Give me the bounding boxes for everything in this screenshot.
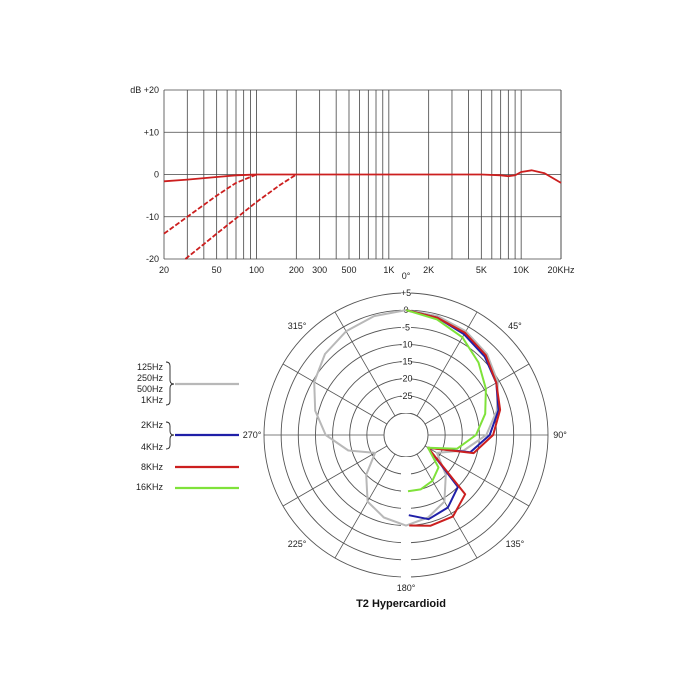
radial-tick-label: -15 (399, 357, 412, 367)
legend-label: 16KHz (136, 482, 164, 492)
frequency-series-line-1 (163, 169, 562, 184)
radial-tick-label: -5 (402, 322, 410, 332)
polar-bottom-strip (401, 457, 411, 579)
radial-tick-label: +5 (401, 288, 411, 298)
polar-spoke (282, 363, 388, 425)
x-tick-label: 1K (383, 265, 394, 275)
polar-series-line-1 (313, 309, 499, 527)
frequency-series-line-2 (163, 173, 257, 235)
polar-spoke (416, 311, 478, 417)
radial-tick-label: -20 (399, 374, 412, 384)
x-tick-label: 100 (249, 265, 264, 275)
y-tick-label: +10 (144, 127, 159, 137)
legend-brace (165, 361, 175, 406)
polar-series-line-2 (405, 309, 500, 521)
angle-label: 90° (553, 430, 567, 440)
figure-caption: T2 Hypercardioid (356, 598, 446, 610)
polar-spoke (334, 453, 396, 559)
legend-label: 1KHz (141, 395, 164, 405)
polar-spoke (424, 445, 530, 507)
angle-label: 315° (288, 321, 307, 331)
polar-spoke (282, 445, 388, 507)
x-tick-label: 20 (159, 265, 169, 275)
x-tick-label: 300 (312, 265, 327, 275)
angle-label: 135° (506, 539, 525, 549)
y-tick-label: -20 (146, 254, 159, 264)
polar-series-line-3 (405, 309, 502, 527)
polar-spoke (416, 453, 478, 559)
angle-label: 270° (243, 430, 262, 440)
x-tick-label: 10K (513, 265, 529, 275)
polar-spoke (334, 311, 396, 417)
legend-label: 2KHz (141, 420, 164, 430)
polar-label-strip (401, 291, 411, 413)
legend-label: 125Hz (137, 362, 164, 372)
x-tick-label: 20KHz (547, 265, 575, 275)
angle-label: 225° (288, 539, 307, 549)
polar-pattern-chart: +50-5-10-15-20-250°45°90°135°180°225°270… (243, 271, 568, 593)
x-tick-label: 50 (212, 265, 222, 275)
radial-tick-label: -25 (399, 391, 412, 401)
legend-label: 250Hz (137, 373, 164, 383)
angle-label: 45° (508, 321, 522, 331)
y-tick-label: dB +20 (130, 85, 159, 95)
y-tick-label: -10 (146, 212, 159, 222)
x-tick-label: 2K (423, 265, 434, 275)
legend-label: 4KHz (141, 442, 164, 452)
x-tick-label: 500 (341, 265, 356, 275)
angle-label: 180° (397, 583, 416, 593)
polar-grid (263, 291, 549, 579)
polar-hub (383, 412, 429, 458)
polar-series-line-4 (405, 309, 487, 493)
radial-tick-label: -10 (399, 339, 412, 349)
x-tick-label: 200 (289, 265, 304, 275)
legend-label: 8KHz (141, 462, 164, 472)
frequency-series-line-3 (184, 173, 297, 260)
y-tick-label: 0 (154, 170, 159, 180)
angle-label: 0° (402, 271, 411, 281)
polar-spoke (424, 363, 530, 425)
legend-label: 500Hz (137, 384, 164, 394)
x-tick-label: 5K (476, 265, 487, 275)
legend-brace (165, 421, 175, 450)
